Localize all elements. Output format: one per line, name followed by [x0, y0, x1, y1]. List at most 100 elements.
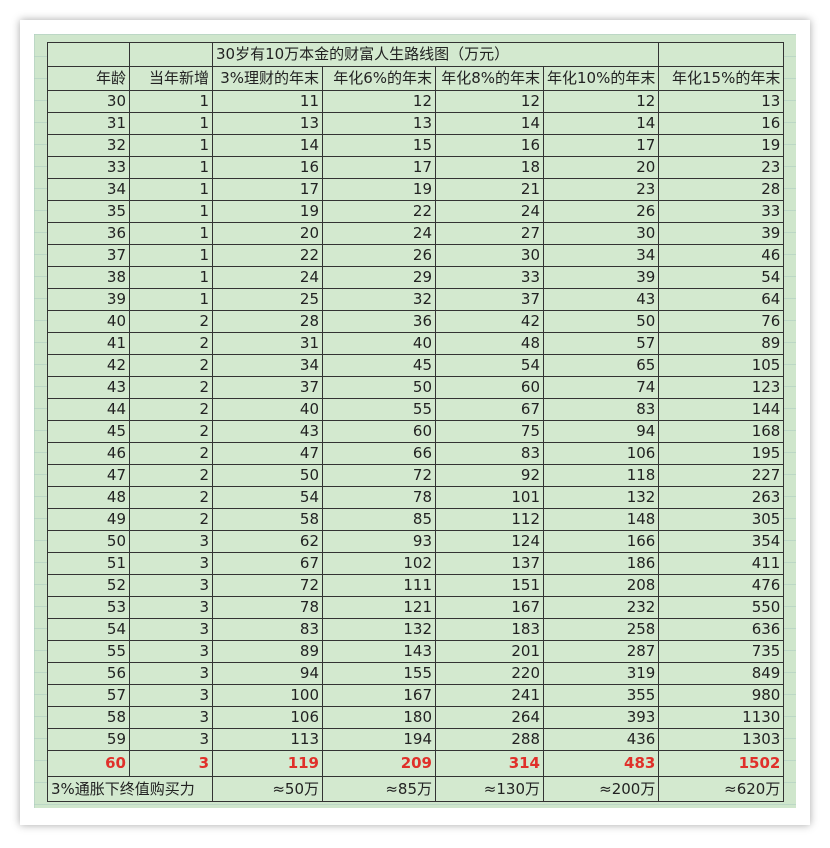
final-cell[interactable]: 119 [212, 750, 323, 777]
table-cell[interactable]: 1 [129, 90, 213, 113]
table-cell[interactable]: 167 [322, 684, 436, 707]
table-cell[interactable]: 2 [129, 376, 213, 399]
table-cell[interactable]: 36 [47, 222, 130, 245]
table-cell[interactable]: 39 [47, 288, 130, 311]
table-cell[interactable]: 144 [658, 398, 785, 421]
table-cell[interactable]: 17 [322, 156, 436, 179]
table-cell[interactable]: 58 [212, 508, 323, 531]
purchasing-power-cell[interactable]: ≈85万 [322, 776, 436, 802]
column-header[interactable]: 年龄 [47, 66, 130, 91]
table-cell[interactable]: 1 [129, 178, 213, 201]
column-header[interactable]: 年化6%的年末 [322, 66, 436, 91]
table-cell[interactable]: 113 [212, 728, 323, 751]
cell[interactable] [47, 42, 130, 67]
table-cell[interactable]: 411 [658, 552, 785, 575]
table-cell[interactable]: 42 [435, 310, 544, 333]
table-cell[interactable]: 89 [658, 332, 785, 355]
table-cell[interactable]: 27 [435, 222, 544, 245]
table-cell[interactable]: 3 [129, 574, 213, 597]
column-header[interactable]: 年化8%的年末 [435, 66, 544, 91]
table-cell[interactable]: 50 [47, 530, 130, 553]
table-title[interactable]: 30岁有10万本金的财富人生路线图（万元） [211, 42, 660, 67]
table-cell[interactable]: 28 [658, 178, 785, 201]
table-cell[interactable]: 16 [658, 112, 785, 135]
table-cell[interactable]: 208 [542, 574, 660, 597]
table-cell[interactable]: 17 [212, 178, 323, 201]
table-cell[interactable]: 1 [129, 134, 213, 157]
table-cell[interactable]: 54 [47, 618, 130, 641]
table-cell[interactable]: 550 [658, 596, 785, 619]
table-cell[interactable]: 36 [322, 310, 436, 333]
table-cell[interactable]: 26 [542, 200, 660, 223]
table-cell[interactable]: 50 [212, 464, 323, 487]
table-cell[interactable]: 735 [658, 640, 785, 663]
table-cell[interactable]: 143 [322, 640, 436, 663]
table-cell[interactable]: 67 [212, 552, 323, 575]
table-cell[interactable]: 46 [658, 244, 785, 267]
table-cell[interactable]: 54 [435, 354, 544, 377]
table-cell[interactable]: 62 [212, 530, 323, 553]
table-cell[interactable]: 75 [435, 420, 544, 443]
table-cell[interactable]: 305 [658, 508, 785, 531]
table-cell[interactable]: 102 [322, 552, 436, 575]
table-cell[interactable]: 72 [322, 464, 436, 487]
table-cell[interactable]: 101 [435, 486, 544, 509]
table-cell[interactable]: 39 [658, 222, 785, 245]
final-cell[interactable]: 1502 [658, 750, 785, 777]
table-cell[interactable]: 30 [47, 90, 130, 113]
table-cell[interactable]: 55 [47, 640, 130, 663]
table-cell[interactable]: 263 [658, 486, 785, 509]
table-cell[interactable]: 55 [322, 398, 436, 421]
table-cell[interactable]: 45 [47, 420, 130, 443]
table-cell[interactable]: 19 [322, 178, 436, 201]
table-cell[interactable]: 1 [129, 200, 213, 223]
table-cell[interactable]: 258 [542, 618, 660, 641]
table-cell[interactable]: 124 [435, 530, 544, 553]
table-cell[interactable]: 83 [212, 618, 323, 641]
table-cell[interactable]: 19 [658, 134, 785, 157]
table-cell[interactable]: 54 [212, 486, 323, 509]
table-cell[interactable]: 14 [435, 112, 544, 135]
purchasing-power-cell[interactable]: ≈130万 [435, 776, 544, 802]
footer-label[interactable]: 3%通胀下终值购买力 [47, 776, 213, 802]
table-cell[interactable]: 123 [658, 376, 785, 399]
table-cell[interactable]: 19 [212, 200, 323, 223]
table-cell[interactable]: 20 [212, 222, 323, 245]
table-cell[interactable]: 3 [129, 552, 213, 575]
table-cell[interactable]: 67 [435, 398, 544, 421]
table-cell[interactable]: 83 [542, 398, 660, 421]
table-cell[interactable]: 50 [542, 310, 660, 333]
table-cell[interactable]: 34 [47, 178, 130, 201]
table-cell[interactable]: 76 [658, 310, 785, 333]
table-cell[interactable]: 47 [212, 442, 323, 465]
table-cell[interactable]: 78 [322, 486, 436, 509]
table-cell[interactable]: 40 [47, 310, 130, 333]
table-cell[interactable]: 183 [435, 618, 544, 641]
table-cell[interactable]: 111 [322, 574, 436, 597]
table-cell[interactable]: 15 [322, 134, 436, 157]
table-cell[interactable]: 21 [435, 178, 544, 201]
table-cell[interactable]: 1 [129, 156, 213, 179]
table-cell[interactable]: 3 [129, 530, 213, 553]
table-cell[interactable]: 18 [435, 156, 544, 179]
table-cell[interactable]: 23 [658, 156, 785, 179]
table-cell[interactable]: 355 [542, 684, 660, 707]
table-cell[interactable]: 3 [129, 618, 213, 641]
table-cell[interactable]: 166 [542, 530, 660, 553]
table-cell[interactable]: 12 [435, 90, 544, 113]
table-cell[interactable]: 2 [129, 354, 213, 377]
table-cell[interactable]: 78 [212, 596, 323, 619]
table-cell[interactable]: 32 [322, 288, 436, 311]
table-cell[interactable]: 50 [322, 376, 436, 399]
table-cell[interactable]: 58 [47, 706, 130, 729]
table-cell[interactable]: 32 [47, 134, 130, 157]
table-cell[interactable]: 241 [435, 684, 544, 707]
table-cell[interactable]: 40 [212, 398, 323, 421]
table-cell[interactable]: 41 [47, 332, 130, 355]
table-cell[interactable]: 12 [542, 90, 660, 113]
table-cell[interactable]: 56 [47, 662, 130, 685]
table-cell[interactable]: 112 [435, 508, 544, 531]
table-cell[interactable]: 100 [212, 684, 323, 707]
table-cell[interactable]: 43 [47, 376, 130, 399]
table-cell[interactable]: 29 [322, 266, 436, 289]
